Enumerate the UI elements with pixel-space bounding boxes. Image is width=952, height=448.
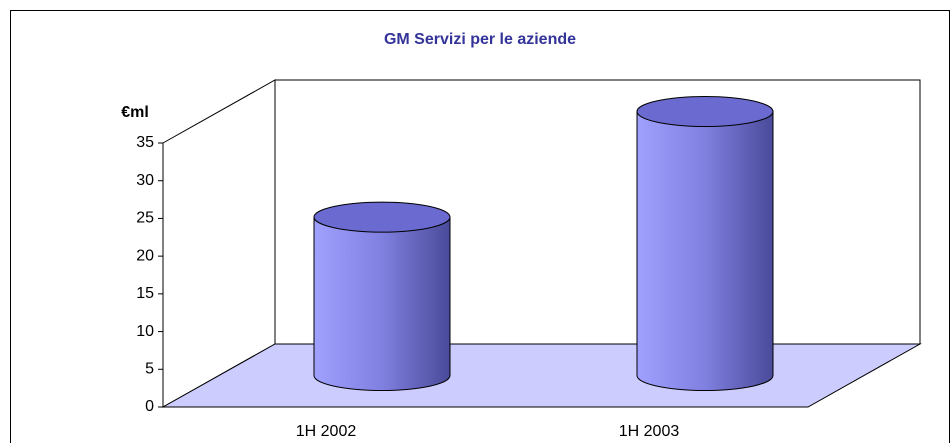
bar-top	[636, 96, 774, 127]
y-tick-label: 20	[136, 247, 154, 264]
y-tick-label: 5	[145, 361, 154, 378]
y-tick-label: 35	[136, 134, 154, 151]
x-tick-label: 1H 2003	[619, 423, 680, 440]
bar	[313, 201, 451, 391]
bar-body	[636, 111, 774, 391]
y-tick-label: 30	[136, 172, 154, 189]
bar	[636, 96, 774, 391]
floor	[161, 343, 922, 408]
bar-body	[313, 216, 451, 391]
y-tick-label: 0	[145, 398, 154, 415]
chart-title: GM Servizi per le aziende	[384, 31, 576, 48]
y-tick-label: 10	[136, 323, 154, 340]
y-tick-label: 25	[136, 210, 154, 227]
y-axis-label: €ml	[121, 104, 149, 121]
y-tick-label: 15	[136, 285, 154, 302]
bar-top	[313, 201, 451, 233]
x-tick-label: 1H 2002	[296, 423, 357, 440]
